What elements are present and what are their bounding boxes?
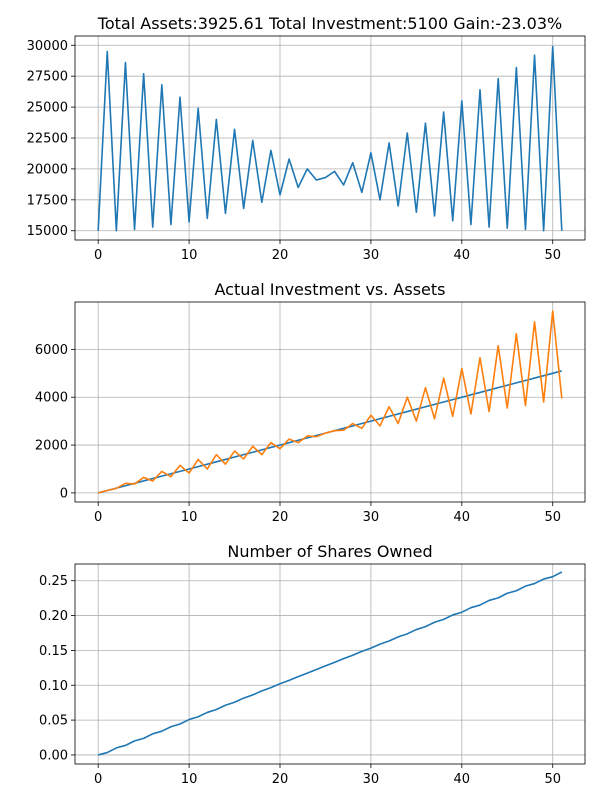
- y-tick-label: 22500: [27, 132, 68, 147]
- y-tick-label: 27500: [27, 70, 68, 85]
- y-tick-label: 0.25: [39, 574, 68, 589]
- x-tick-label: 20: [272, 772, 289, 787]
- y-tick-label: 25000: [27, 101, 68, 116]
- plot-frame: [74, 301, 586, 503]
- x-tick-label: 0: [94, 772, 102, 787]
- plot-frame: [74, 563, 586, 765]
- y-tick-label: 0.10: [39, 679, 68, 694]
- y-tick-label: 15000: [27, 224, 68, 239]
- x-tick-label: 20: [272, 510, 289, 525]
- x-tick-label: 10: [181, 248, 198, 263]
- series-line-1: [97, 45, 563, 232]
- y-tick-label: 6000: [35, 343, 68, 358]
- y-tick-label: 0.20: [39, 609, 68, 624]
- x-tick-label: 50: [544, 510, 561, 525]
- chart-title: Total Assets:3925.61 Total Investment:51…: [97, 14, 562, 33]
- chart-title: Number of Shares Owned: [227, 542, 432, 561]
- y-tick-label: 4000: [35, 391, 68, 406]
- x-tick-label: 30: [363, 248, 380, 263]
- x-tick-label: 50: [544, 772, 561, 787]
- y-tick-label: 30000: [27, 39, 68, 54]
- x-tick-label: 10: [181, 772, 198, 787]
- x-tick-label: 40: [454, 248, 471, 263]
- y-tick-label: 0: [60, 486, 68, 501]
- chart-panel-2: 0 10 20 30 40 50 0 2000 4000 6000 Actual Investmen…: [35, 280, 586, 525]
- x-tick-label: 0: [94, 248, 102, 263]
- x-tick-label: 40: [454, 772, 471, 787]
- x-tick-label: 40: [454, 510, 471, 525]
- x-tick-label: 0: [94, 510, 102, 525]
- y-tick-label: 0.15: [39, 644, 68, 659]
- y-tick-label: 2000: [35, 439, 68, 454]
- y-tick-label: 17500: [27, 193, 68, 208]
- x-tick-label: 30: [363, 772, 380, 787]
- x-tick-label: 50: [544, 248, 561, 263]
- chart-panel-1: 0 10 20 30 40 50 15000 17500 20000 22500 25000 2750…: [27, 14, 586, 263]
- series-line-2: [97, 310, 563, 494]
- x-tick-label: 10: [181, 510, 198, 525]
- x-tick-label: 20: [272, 248, 289, 263]
- y-tick-label: 20000: [27, 162, 68, 177]
- y-tick-label: 0.00: [39, 748, 68, 763]
- chart-panel-3: 0 10 20 30 40 50 0.00 0.05 0.10 0.15 0.20 0.25 Numbe…: [39, 542, 586, 787]
- chart-title: Actual Investment vs. Assets: [215, 280, 446, 299]
- series-line-1: [97, 571, 563, 756]
- y-tick-label: 0.05: [39, 714, 68, 729]
- x-tick-label: 30: [363, 510, 380, 525]
